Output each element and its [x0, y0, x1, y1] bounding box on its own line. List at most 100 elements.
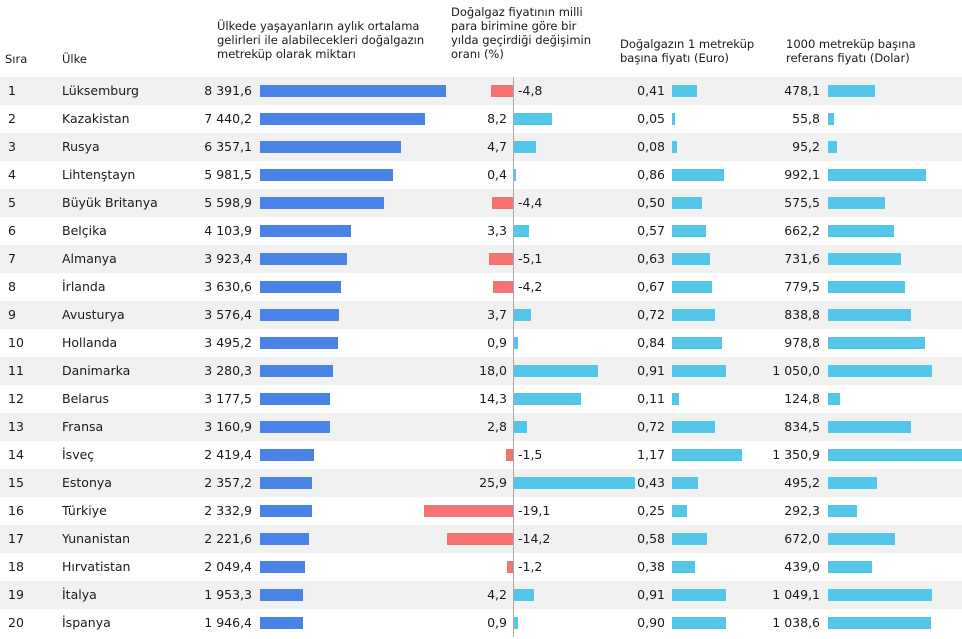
income-bar	[260, 141, 401, 153]
table-row: 6 Belçika 4 103,9 3,3 0,57 662,2	[0, 217, 962, 245]
change-value: 18,0	[479, 363, 507, 378]
income-bar	[260, 617, 304, 629]
change-value: 25,9	[479, 475, 507, 490]
usd-value: 1 038,6	[772, 615, 820, 630]
euro-value: 0,63	[637, 251, 665, 266]
change-value: 4,2	[487, 587, 507, 602]
income-bar	[260, 113, 425, 125]
change-value: -5,1	[518, 251, 543, 266]
income-bar	[260, 533, 310, 545]
usd-value: 95,2	[792, 139, 820, 154]
usd-value: 495,2	[784, 475, 820, 490]
rank-cell: 19	[8, 587, 24, 602]
income-bar	[260, 449, 314, 461]
euro-bar	[672, 477, 698, 489]
euro-value: 0,91	[637, 587, 665, 602]
usd-value: 575,5	[784, 195, 820, 210]
euro-value: 0,43	[637, 475, 665, 490]
header-change-line-2: para birimine göre bir	[451, 19, 577, 33]
table-row: 7 Almanya 3 923,4 -5,1 0,63 731,6	[0, 245, 962, 273]
header-change-line-1: Doğalgaz fiyatının milli	[451, 5, 583, 19]
table-row: 15 Estonya 2 357,2 25,9 0,43 495,2	[0, 469, 962, 497]
euro-value: 0,91	[637, 363, 665, 378]
income-value: 1 946,4	[204, 615, 252, 630]
header-income-line-1: Ülkede yaşayanların aylık ortalama	[217, 19, 420, 33]
header-change-line-4: oranı (%)	[451, 47, 504, 61]
change-bar-positive	[514, 393, 581, 405]
country-cell: Hollanda	[62, 335, 118, 350]
usd-bar	[828, 561, 872, 573]
usd-value: 992,1	[784, 167, 820, 182]
country-cell: Danimarka	[62, 363, 131, 378]
euro-bar	[672, 169, 724, 181]
rank-cell: 2	[8, 111, 16, 126]
country-cell: İrlanda	[62, 279, 106, 294]
table-row: 10 Hollanda 3 495,2 0,9 0,84 978,8	[0, 329, 962, 357]
header-country: Ülke	[62, 52, 87, 66]
income-value: 2 357,2	[204, 475, 252, 490]
rank-cell: 13	[8, 419, 24, 434]
euro-value: 0,67	[637, 279, 665, 294]
change-bar-positive	[514, 225, 530, 237]
country-cell: Lüksemburg	[62, 83, 139, 98]
change-bar-positive	[514, 337, 519, 349]
change-bar-positive	[514, 169, 516, 181]
country-cell: Almanya	[62, 251, 117, 266]
header-euro-line-2: başına fiyatı (Euro)	[620, 51, 730, 65]
usd-value: 779,5	[784, 279, 820, 294]
header-rank: Sıra	[5, 52, 28, 66]
euro-value: 0,38	[637, 559, 665, 574]
usd-bar	[828, 421, 911, 433]
usd-bar	[828, 449, 962, 461]
country-cell: Belarus	[62, 391, 109, 406]
usd-value: 662,2	[784, 223, 820, 238]
table-row: 11 Danimarka 3 280,3 18,0 0,91 1 050,0	[0, 357, 962, 385]
rank-cell: 9	[8, 307, 16, 322]
usd-value: 1 350,9	[772, 447, 820, 462]
income-value: 5 981,5	[204, 167, 252, 182]
table-row: 14 İsveç 2 419,4 -1,5 1,17 1 350,9	[0, 441, 962, 469]
table-row: 16 Türkiye 2 332,9 -19,1 0,25 292,3	[0, 497, 962, 525]
income-bar	[260, 197, 385, 209]
country-cell: Yunanistan	[62, 531, 131, 546]
income-bar	[260, 253, 347, 265]
change-value: -4,2	[518, 279, 543, 294]
change-value: -19,1	[518, 503, 551, 518]
table-row: 9 Avusturya 3 576,4 3,7 0,72 838,8	[0, 301, 962, 329]
country-cell: İtalya	[62, 587, 97, 602]
header-income: Ülkede yaşayanların aylık ortalama gelir…	[217, 19, 424, 61]
table-row: 8 İrlanda 3 630,6 -4,2 0,67 779,5	[0, 273, 962, 301]
country-cell: Rusya	[62, 139, 100, 154]
income-value: 8 391,6	[204, 83, 252, 98]
rank-cell: 1	[8, 83, 16, 98]
usd-bar	[828, 197, 886, 209]
change-bar-negative	[423, 505, 513, 517]
usd-bar	[828, 365, 933, 377]
euro-value: 0,86	[637, 167, 665, 182]
change-bar-negative	[492, 197, 513, 209]
header-euro: Doğalgazın 1 metreküp başına fiyatı (Eur…	[620, 37, 754, 65]
change-bar-negative	[493, 281, 513, 293]
euro-bar	[672, 617, 726, 629]
income-value: 3 923,4	[204, 251, 252, 266]
euro-bar	[672, 505, 687, 517]
usd-value: 1 049,1	[772, 587, 820, 602]
rank-cell: 11	[8, 363, 24, 378]
usd-bar	[828, 85, 876, 97]
income-bar	[260, 169, 393, 181]
income-value: 3 280,3	[204, 363, 252, 378]
income-bar	[260, 505, 312, 517]
usd-bar	[828, 505, 857, 517]
table-row: 17 Yunanistan 2 221,6 -14,2 0,58 672,0	[0, 525, 962, 553]
income-bar	[260, 365, 333, 377]
usd-value: 838,8	[784, 307, 820, 322]
euro-bar	[672, 197, 702, 209]
change-bar-positive	[514, 113, 553, 125]
usd-bar	[828, 113, 834, 125]
country-cell: Kazakistan	[62, 111, 130, 126]
usd-value: 439,0	[784, 559, 820, 574]
change-zero-axis	[513, 77, 514, 637]
usd-value: 731,6	[784, 251, 820, 266]
income-bar	[260, 477, 313, 489]
change-value: 0,4	[487, 167, 507, 182]
